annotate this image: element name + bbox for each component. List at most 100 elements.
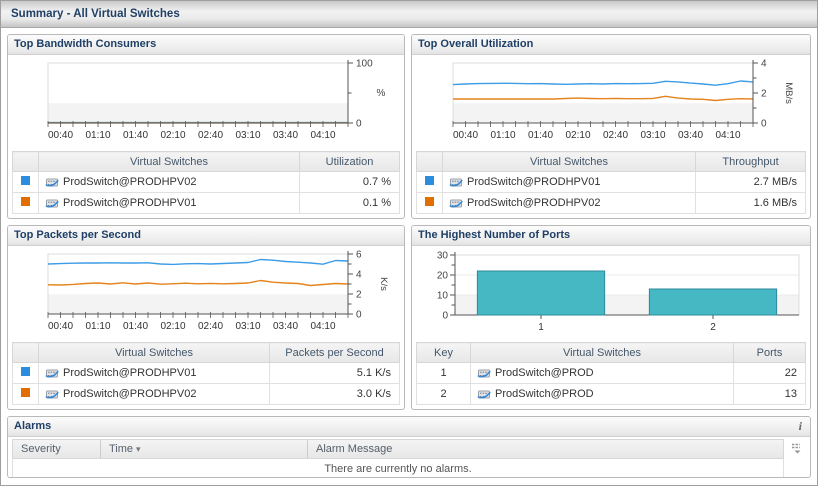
- virtual-switch-icon: [45, 199, 59, 208]
- series-swatch: [21, 197, 30, 206]
- svg-text:02:40: 02:40: [603, 130, 628, 141]
- virtual-switch-icon: [477, 369, 491, 378]
- table-row[interactable]: 2 ProdSwitch@PROD 13: [416, 383, 806, 405]
- switch-name[interactable]: ProdSwitch@PRODHPV01: [63, 197, 197, 209]
- svg-text:02:40: 02:40: [198, 130, 223, 141]
- alarms-header-row: Severity Time ▾ Alarm Message: [12, 439, 784, 459]
- virtual-switch-icon: [45, 390, 59, 399]
- svg-text:MB/s: MB/s: [783, 82, 794, 104]
- virtual-switch-icon: [45, 369, 59, 378]
- dashboard-content: Top Bandwidth Consumers 0 10 0% 00:40 01:10 0…: [1, 28, 817, 484]
- svg-text:03:10: 03:10: [235, 321, 260, 332]
- svg-text:03:10: 03:10: [640, 130, 665, 141]
- panel-bandwidth-consumers: Top Bandwidth Consumers 0 100% 00:40 01:10 0…: [7, 34, 405, 219]
- svg-text:01:40: 01:40: [123, 130, 148, 141]
- switch-name[interactable]: ProdSwitch@PRODHPV02: [63, 176, 197, 188]
- pps-value: 5.1 K/s: [269, 362, 400, 384]
- panel-alarms: Alarms i Severity Time ▾ Alarm Message Th…: [7, 416, 811, 478]
- table-row[interactable]: ProdSwitch@PRODHPV01 5.1 K/s: [12, 362, 400, 384]
- series-swatch: [425, 197, 434, 206]
- svg-text:10: 10: [437, 291, 449, 302]
- panel-utilization-title: Top Overall Utilization: [412, 35, 810, 55]
- svg-text:1: 1: [538, 322, 544, 333]
- throughput-value: 2.7 MB/s: [695, 171, 806, 193]
- bandwidth-line-chart[interactable]: 0 100% 00:40 01:10 01:40 02:10 02:40 03:10 03:40…: [8, 57, 404, 151]
- table-row[interactable]: ProdSwitch@PRODHPV01 2.7 MB/s: [416, 171, 806, 193]
- packets-line-chart[interactable]: 0 2 4 6 K/s 00:40 01:10 01:40 02:10 02:40 03:10 03:…: [8, 248, 404, 342]
- table-row[interactable]: ProdSwitch@PRODHPV02 3.0 K/s: [12, 383, 400, 405]
- ports-col-ports[interactable]: Ports: [733, 342, 806, 363]
- column-chooser-icon[interactable]: [791, 442, 804, 460]
- packets-col-pps[interactable]: Packets per Second: [269, 342, 400, 363]
- svg-text:01:40: 01:40: [528, 130, 553, 141]
- switch-name[interactable]: ProdSwitch@PRODHPV02: [63, 388, 197, 400]
- switch-name[interactable]: ProdSwitch@PROD: [495, 388, 594, 400]
- utilization-col-swatch[interactable]: [416, 151, 443, 172]
- switch-name[interactable]: ProdSwitch@PROD: [495, 367, 594, 379]
- series-swatch: [425, 176, 434, 185]
- virtual-switch-icon: [45, 178, 59, 187]
- switch-name[interactable]: ProdSwitch@PRODHPV01: [63, 367, 197, 379]
- info-icon[interactable]: i: [798, 419, 802, 433]
- svg-text:0: 0: [356, 119, 362, 130]
- svg-text:02:10: 02:10: [160, 130, 185, 141]
- utilization-line-chart[interactable]: 0 2 4 MB/s 00:40 01:10 01:40 02:10 02:40 03:10 03:…: [412, 57, 810, 151]
- alarms-col-message[interactable]: Alarm Message: [316, 443, 393, 455]
- svg-text:03:40: 03:40: [273, 321, 298, 332]
- alarms-table: Severity Time ▾ Alarm Message There are c…: [12, 439, 806, 477]
- svg-text:00:40: 00:40: [453, 130, 478, 141]
- ports-col-key[interactable]: Key: [416, 342, 471, 363]
- ports-bar-chart[interactable]: 0 10 20 30 1 2: [412, 248, 810, 342]
- svg-text:03:10: 03:10: [235, 130, 260, 141]
- panel-ports-title: The Highest Number of Ports: [412, 226, 810, 246]
- svg-text:4: 4: [761, 59, 767, 70]
- virtual-switch-icon: [449, 178, 463, 187]
- series-swatch: [21, 176, 30, 185]
- svg-text:03:40: 03:40: [678, 130, 703, 141]
- svg-text:6: 6: [356, 250, 362, 261]
- bandwidth-col-utilization[interactable]: Utilization: [299, 151, 400, 172]
- alarms-title-bar: Alarms i: [8, 417, 810, 437]
- panel-packets-title: Top Packets per Second: [8, 226, 404, 246]
- switch-name[interactable]: ProdSwitch@PRODHPV02: [467, 197, 601, 209]
- table-row[interactable]: 1 ProdSwitch@PROD 22: [416, 362, 806, 384]
- svg-text:2: 2: [761, 89, 767, 100]
- svg-text:02:10: 02:10: [565, 130, 590, 141]
- table-row[interactable]: ProdSwitch@PRODHPV01 0.1 %: [12, 192, 400, 214]
- utilization-col-switches[interactable]: Virtual Switches: [442, 151, 696, 172]
- series-swatch: [21, 367, 30, 376]
- svg-text:2: 2: [710, 322, 716, 333]
- bandwidth-col-switches[interactable]: Virtual Switches: [38, 151, 300, 172]
- ports-col-switches[interactable]: Virtual Switches: [470, 342, 734, 363]
- svg-text:01:10: 01:10: [85, 130, 110, 141]
- switch-name[interactable]: ProdSwitch@PRODHPV01: [467, 176, 601, 188]
- svg-text:01:10: 01:10: [85, 321, 110, 332]
- utilization-col-throughput[interactable]: Throughput: [695, 151, 806, 172]
- panel-bandwidth-title: Top Bandwidth Consumers: [8, 35, 404, 55]
- svg-text:04:10: 04:10: [715, 130, 740, 141]
- ports-value: 22: [733, 362, 806, 384]
- panel-grid: Top Bandwidth Consumers 0 10 0% 00:40 01:10 0…: [7, 34, 811, 410]
- key-value: 2: [416, 383, 471, 405]
- bandwidth-col-swatch[interactable]: [12, 151, 39, 172]
- packets-table: Virtual Switches Packets per Second Prod…: [12, 342, 400, 405]
- svg-text:00:40: 00:40: [48, 130, 73, 141]
- svg-text:%: %: [377, 88, 386, 99]
- alarms-title: Alarms: [14, 420, 52, 432]
- utilization-value: 0.7 %: [299, 171, 400, 193]
- packets-col-switches[interactable]: Virtual Switches: [38, 342, 270, 363]
- table-row[interactable]: ProdSwitch@PRODHPV02 0.7 %: [12, 171, 400, 193]
- virtual-switch-icon: [477, 390, 491, 399]
- ports-value: 13: [733, 383, 806, 405]
- svg-text:01:40: 01:40: [123, 321, 148, 332]
- svg-text:04:10: 04:10: [310, 130, 335, 141]
- utilization-value: 0.1 %: [299, 192, 400, 214]
- ports-table: Key Virtual Switches Ports 1 ProdSwitch@…: [416, 342, 806, 405]
- key-value: 1: [416, 362, 471, 384]
- alarms-col-time[interactable]: Time ▾: [101, 440, 308, 458]
- table-row[interactable]: ProdSwitch@PRODHPV02 1.6 MB/s: [416, 192, 806, 214]
- alarms-col-severity[interactable]: Severity: [13, 440, 101, 458]
- svg-text:0: 0: [356, 310, 362, 321]
- packets-col-swatch[interactable]: [12, 342, 39, 363]
